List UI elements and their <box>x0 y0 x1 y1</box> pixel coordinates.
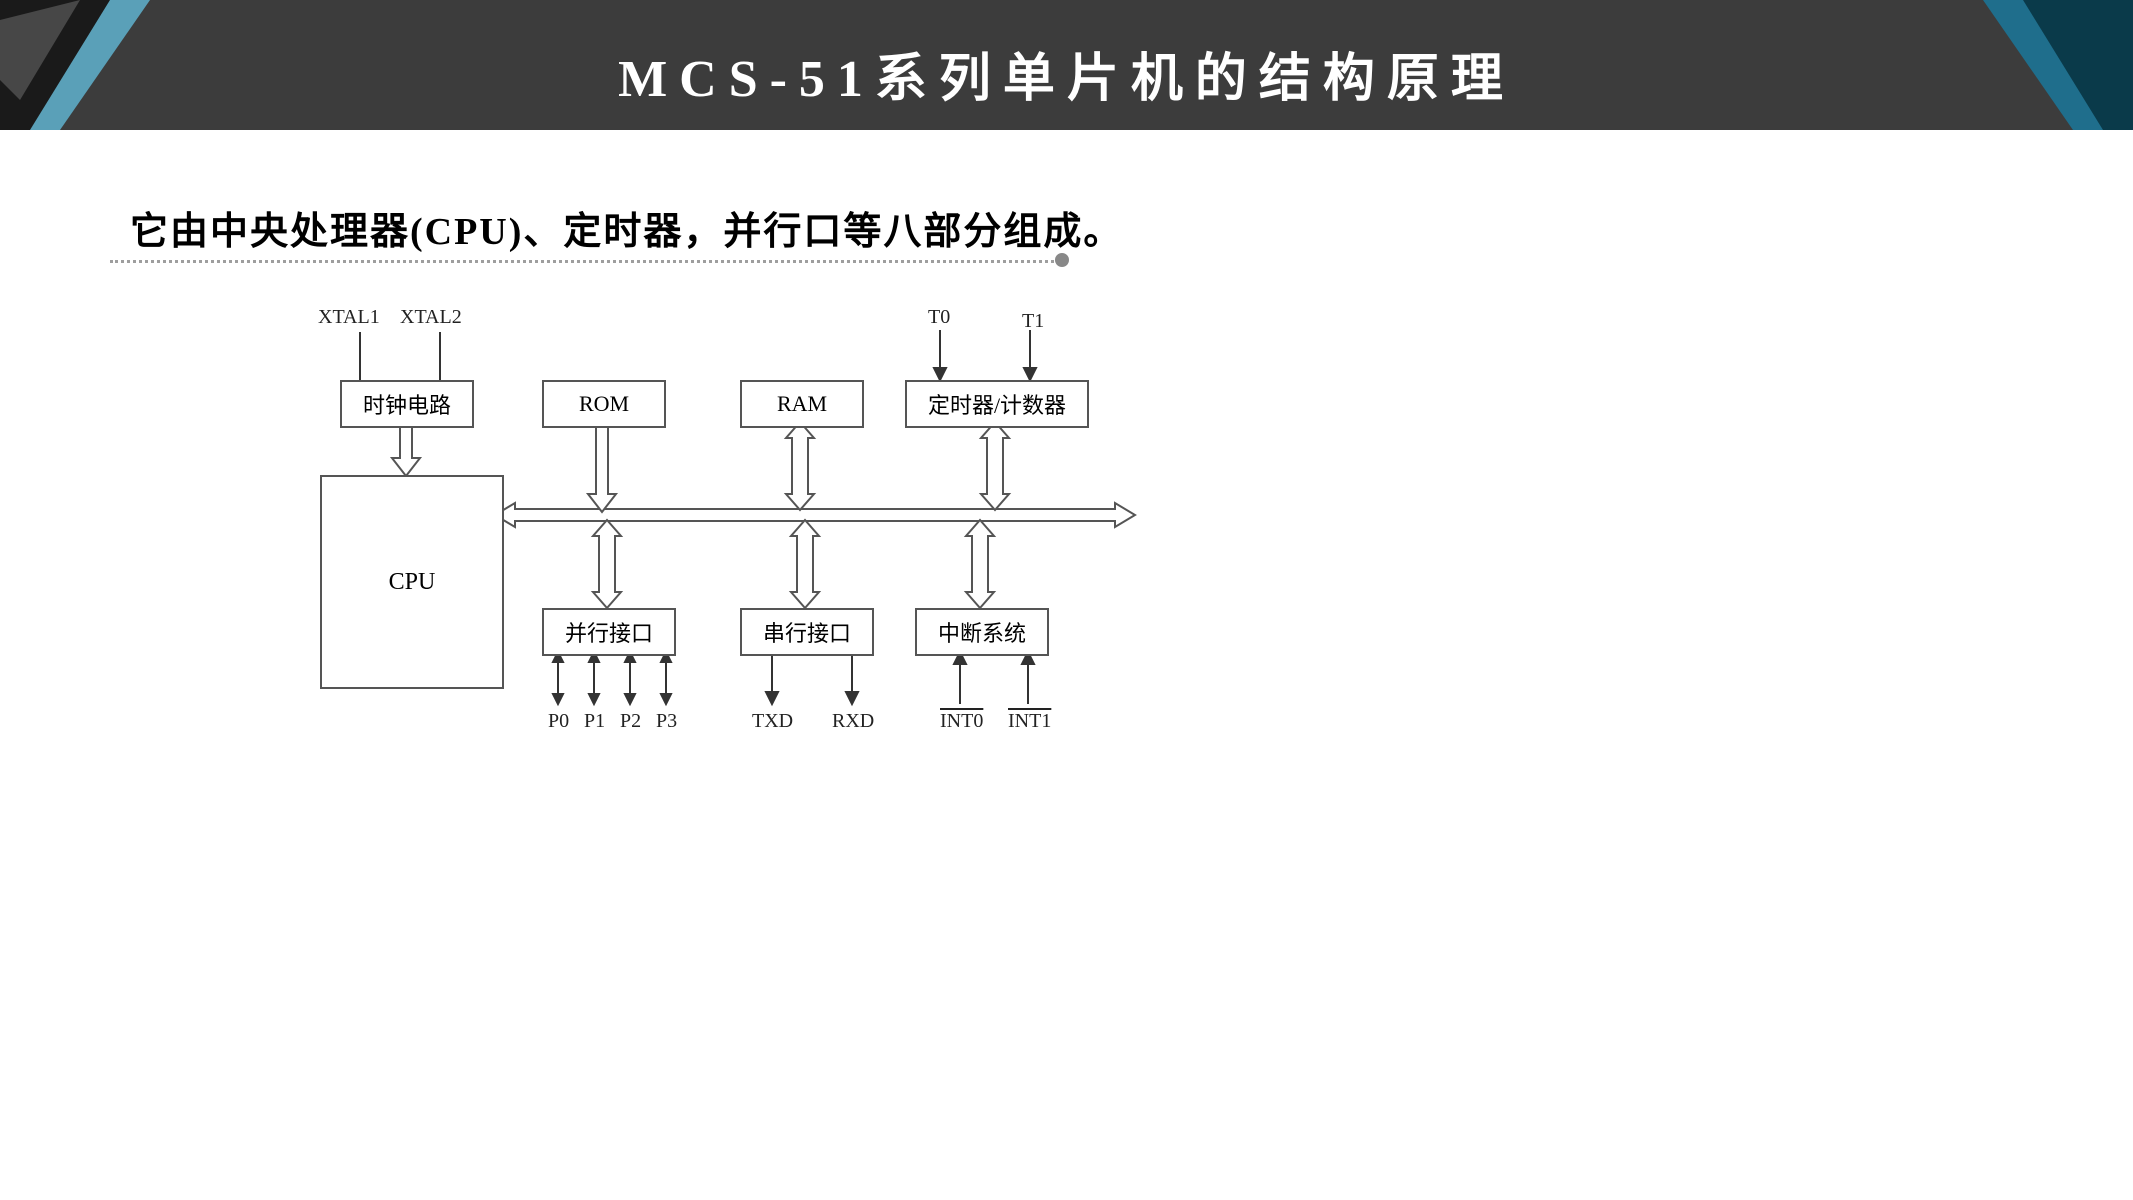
pin-p2: P2 <box>620 710 641 733</box>
architecture-diagram: 时钟电路 ROM RAM 定时器/计数器 CPU 并行接口 串行接口 中断系统 … <box>300 300 1140 760</box>
block-clock: 时钟电路 <box>340 380 474 428</box>
pin-txd: TXD <box>752 710 793 733</box>
block-parallel: 并行接口 <box>542 608 676 656</box>
block-cpu: CPU <box>320 475 504 689</box>
block-ram: RAM <box>740 380 864 428</box>
pin-p0: P0 <box>548 710 569 733</box>
underline-dot-icon <box>1055 253 1069 267</box>
block-timer: 定时器/计数器 <box>905 380 1089 428</box>
pin-p1: P1 <box>584 710 605 733</box>
pin-xtal2: XTAL2 <box>400 306 462 329</box>
block-interrupt: 中断系统 <box>915 608 1049 656</box>
slide-title: MCS-51系列单片机的结构原理 <box>0 36 2133 111</box>
subtitle-text: 它由中央处理器(CPU)、定时器，并行口等八部分组成。 <box>130 200 1123 255</box>
subtitle-underline <box>110 260 1060 263</box>
pin-p3: P3 <box>656 710 677 733</box>
slide-header: MCS-51系列单片机的结构原理 <box>0 0 2133 130</box>
pin-int1: INT1 <box>1008 710 1051 733</box>
pin-t0: T0 <box>928 306 950 329</box>
block-rom: ROM <box>542 380 666 428</box>
block-serial: 串行接口 <box>740 608 874 656</box>
pin-xtal1: XTAL1 <box>318 306 380 329</box>
pin-int0: INT0 <box>940 710 983 733</box>
pin-t1: T1 <box>1022 310 1044 333</box>
pin-rxd: RXD <box>832 710 874 733</box>
